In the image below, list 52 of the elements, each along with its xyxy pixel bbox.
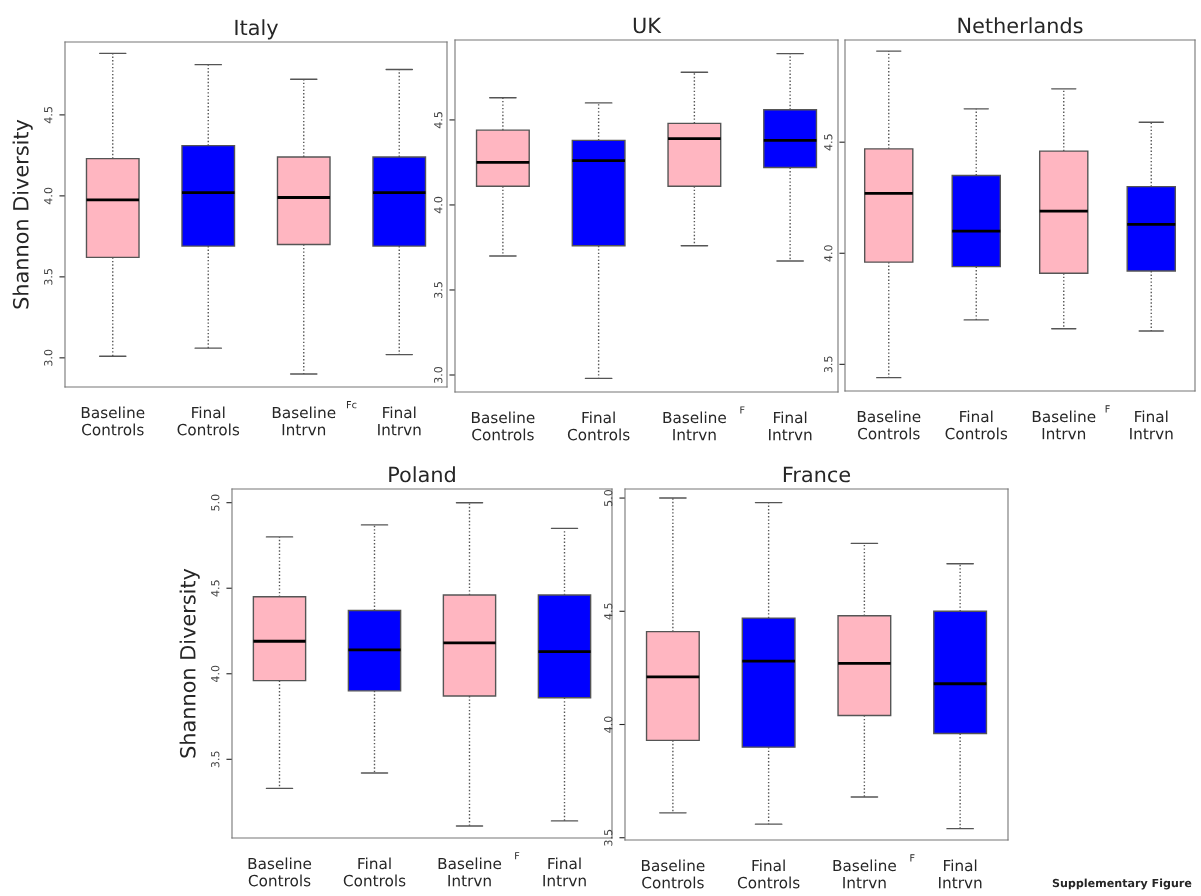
chart-title: UK xyxy=(633,17,662,34)
x-tick-label: Final Controls xyxy=(945,410,1008,440)
text: F xyxy=(910,854,915,862)
chart-title: France xyxy=(783,466,851,483)
y-tick-label: 4.0 xyxy=(434,196,443,214)
text: Fc xyxy=(346,401,357,409)
y-tick-label: 3.0 xyxy=(434,366,443,383)
chart-title: Poland xyxy=(389,466,455,483)
x-tick-label: Baseline Controls xyxy=(471,411,535,441)
x-tick-label: Final Intrvn xyxy=(1130,410,1173,440)
y-axis-title: Shannon Diversity xyxy=(179,568,200,758)
x-tick-label: Baseline Intrvn xyxy=(663,411,726,441)
y-tick-label: 3.0 xyxy=(44,349,53,366)
y-tick-label: 4.5 xyxy=(434,112,443,129)
y-tick-label: 5.0 xyxy=(604,489,613,507)
x-tick-label: Final Controls xyxy=(343,857,406,887)
x-tick-label: Baseline Controls xyxy=(641,859,705,889)
x-tick-label: Final Intrvn xyxy=(543,857,586,887)
y-tick-label: 3.5 xyxy=(824,356,833,373)
x-tick-label: Baseline Controls xyxy=(81,406,145,436)
x-tick-label: Final Controls xyxy=(567,411,630,441)
text: Supplementary Figure xyxy=(1052,878,1192,890)
x-tick-label: Baseline Controls xyxy=(248,857,312,887)
y-tick-label: 3.5 xyxy=(604,829,613,846)
x-tick-label: Baseline Intrvn xyxy=(272,406,336,436)
x-tick-label: Final Intrvn xyxy=(378,406,421,436)
y-tick-label: 4.5 xyxy=(824,134,833,151)
text: F xyxy=(515,852,520,860)
text: F xyxy=(740,406,745,414)
y-tick-label: 5.0 xyxy=(211,494,220,511)
chart-title: Italy xyxy=(235,19,278,40)
x-tick-label: Baseline Intrvn xyxy=(438,857,502,887)
x-tick-label: Baseline Controls xyxy=(857,410,921,440)
x-tick-label: Baseline Intrvn xyxy=(833,859,896,889)
y-tick-label: 3.5 xyxy=(44,268,53,285)
x-tick-label: Final Controls xyxy=(177,406,240,436)
chart-title: Netherlands xyxy=(958,17,1083,34)
y-tick-label: 3.5 xyxy=(434,282,443,298)
text: F xyxy=(1105,405,1110,413)
y-axis-title: Shannon Diversity xyxy=(12,119,33,309)
x-tick-label: Final Intrvn xyxy=(769,411,812,441)
y-tick-label: 4.0 xyxy=(44,187,53,205)
x-tick-label: Final Controls xyxy=(737,859,800,889)
y-tick-label: 4.0 xyxy=(604,716,613,733)
y-tick-label: 4.0 xyxy=(824,245,833,262)
y-tick-label: 4.5 xyxy=(211,580,220,597)
x-tick-label: Final Intrvn xyxy=(939,859,982,889)
y-tick-label: 4.5 xyxy=(44,107,53,124)
x-tick-label: Baseline Intrvn xyxy=(1032,410,1096,440)
y-tick-label: 4.0 xyxy=(211,665,220,683)
y-tick-label: 3.5 xyxy=(211,751,220,768)
y-tick-label: 4.5 xyxy=(604,603,613,620)
